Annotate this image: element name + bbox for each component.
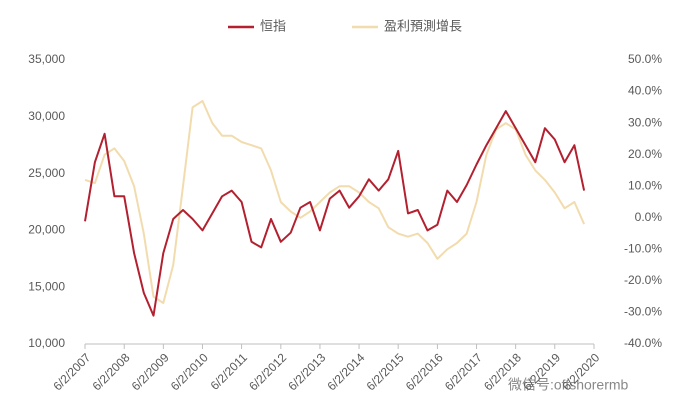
y2-tick-label: -10.0% [624, 242, 662, 256]
y2-tick-label: 50.0% [628, 52, 662, 66]
x-tick-label: 6/2/2008 [90, 350, 133, 393]
x-tick-label: 6/2/2007 [50, 350, 93, 393]
x-tick-label: 6/2/2011 [208, 350, 251, 393]
x-tick-label: 6/2/2015 [364, 350, 407, 393]
y2-tick-label: 10.0% [628, 178, 662, 192]
y-tick-label: 10,000 [28, 336, 65, 350]
y-tick-label: 15,000 [28, 279, 65, 293]
series-line [84, 100, 586, 304]
y2-tick-label: 20.0% [628, 147, 662, 161]
x-tick-label: 6/2/2017 [442, 350, 485, 393]
y2-tick-label: 0.0% [635, 210, 663, 224]
legend-label: 盈利預測增長 [384, 18, 462, 33]
y2-tick-label: -30.0% [624, 305, 662, 319]
legend-label: 恒指 [260, 18, 286, 33]
y-tick-label: 25,000 [28, 166, 65, 180]
series-line [84, 110, 586, 317]
x-tick-label: 6/2/2009 [129, 350, 172, 393]
y-tick-label: 35,000 [28, 52, 65, 66]
y2-tick-label: 30.0% [628, 115, 662, 129]
watermark: 微信号:offshorermb [508, 377, 629, 393]
y2-tick-label: -40.0% [624, 336, 662, 350]
y2-tick-label: -20.0% [624, 273, 662, 287]
x-tick-label: 6/2/2013 [285, 350, 328, 393]
x-tick-label: 6/2/2010 [168, 350, 211, 393]
x-tick-label: 6/2/2014 [324, 350, 367, 393]
y-tick-label: 30,000 [28, 109, 65, 123]
x-tick-label: 6/2/2012 [246, 350, 289, 393]
x-tick-label: 6/2/2016 [403, 350, 446, 393]
y2-tick-label: 40.0% [628, 84, 662, 98]
y-tick-label: 20,000 [28, 223, 65, 237]
